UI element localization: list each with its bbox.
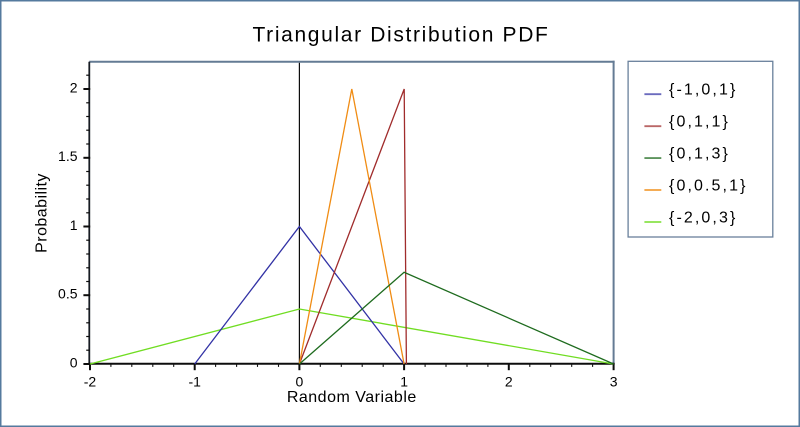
svg-text:2: 2 (505, 374, 513, 390)
svg-text:0: 0 (70, 354, 78, 370)
svg-text:1.5: 1.5 (58, 148, 78, 164)
svg-text:{0,1,3}: {0,1,3} (669, 145, 730, 162)
svg-text:1: 1 (400, 374, 408, 390)
svg-text:{-1,0,1}: {-1,0,1} (669, 82, 737, 99)
svg-text:Triangular Distribution PDF: Triangular Distribution PDF (252, 24, 549, 47)
svg-text:0.5: 0.5 (58, 286, 78, 302)
svg-text:{-2,0,3}: {-2,0,3} (669, 209, 737, 226)
svg-text:1: 1 (70, 217, 78, 233)
svg-text:{0,1,1}: {0,1,1} (669, 114, 730, 131)
svg-text:-2: -2 (84, 374, 97, 390)
svg-text:0: 0 (296, 374, 304, 390)
svg-text:2: 2 (70, 79, 78, 95)
svg-text:3: 3 (610, 374, 618, 390)
svg-text:Random Variable: Random Variable (287, 389, 417, 406)
svg-text:Probability: Probability (34, 173, 51, 253)
svg-text:-1: -1 (188, 374, 201, 390)
svg-text:{0,0.5,1}: {0,0.5,1} (669, 177, 748, 194)
